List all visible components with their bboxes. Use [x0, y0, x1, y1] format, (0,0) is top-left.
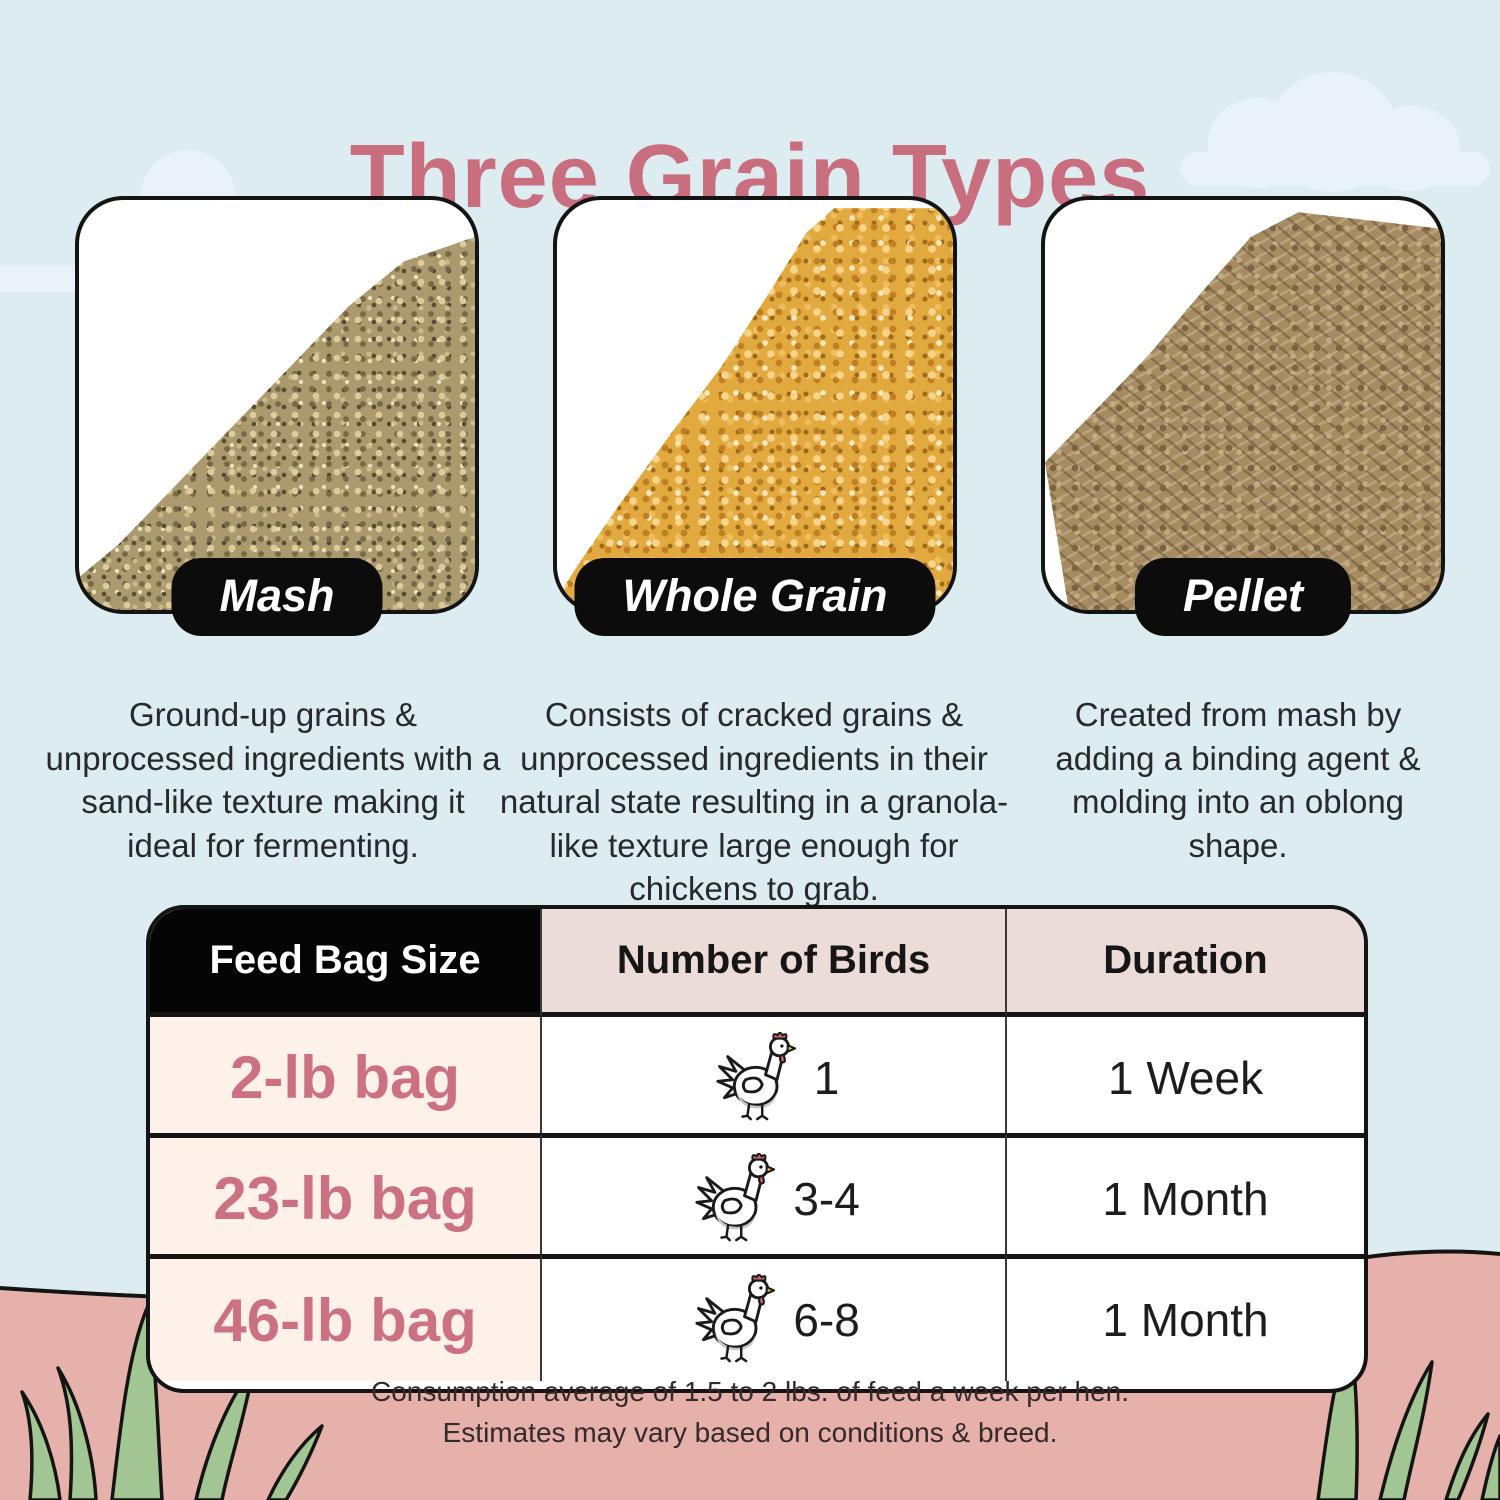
header-feed-bag-size: Feed Bag Size [150, 909, 543, 1017]
footnote-line1: Consumption average of 1.5 to 2 lbs. of … [370, 1376, 1130, 1407]
bird-count: 1 [813, 1051, 840, 1104]
table-row-bag-size: 23-lb bag [150, 1133, 543, 1259]
pellet-texture [1045, 212, 1441, 610]
pellet-label: Pellet [1182, 570, 1304, 621]
table-row-birds: 6-8 [542, 1254, 1008, 1381]
bird-count: 6-8 [793, 1294, 860, 1346]
mash-description: Ground-up grains & unprocessed ingredien… [45, 696, 501, 864]
whole-grain-photo [557, 200, 953, 610]
card-whole-grain: Whole Grain [553, 196, 957, 636]
table-row-birds: 3-4 [542, 1133, 1008, 1259]
table-row-duration: 1 Week [1107, 1051, 1264, 1104]
pellet-photo [1045, 200, 1441, 610]
hen-icon [708, 1032, 800, 1124]
whole-grain-texture [557, 208, 953, 610]
whole-grain-description: Consists of cracked grains & unprocessed… [499, 696, 1009, 908]
table-row-duration: 1 Month [1007, 1133, 1364, 1259]
card-pellet: Pellet [1041, 196, 1445, 636]
footnote: Consumption average of 1.5 to 2 lbs. of … [0, 1372, 1500, 1453]
hen-icon [687, 1153, 779, 1245]
bird-count: 3-4 [793, 1172, 860, 1225]
mash-grain-texture [79, 236, 475, 610]
mash-label-pill: Mash [171, 558, 383, 636]
table-row-birds: 1 [542, 1017, 1008, 1138]
hen-icon [687, 1274, 779, 1366]
whole-grain-label-pill: Whole Grain [574, 558, 936, 636]
footnote-line2: Estimates may vary based on conditions &… [442, 1416, 1058, 1448]
mash-photo [79, 200, 475, 610]
table-row-bag-size: 46-lb bag [150, 1254, 543, 1381]
header-duration: Duration [1007, 909, 1364, 1017]
whole-grain-label: Whole Grain [622, 570, 888, 621]
pellet-label-pill: Pellet [1134, 558, 1352, 636]
pellet-description: Created from mash by adding a binding ag… [1055, 696, 1421, 864]
mash-label: Mash [219, 570, 335, 621]
feed-table: Feed Bag Size Number of Birds Duration 2… [146, 905, 1368, 1393]
header-number-of-birds: Number of Birds [542, 909, 1008, 1017]
card-mash: Mash [75, 196, 479, 636]
table-row-bag-size: 2-lb bag [150, 1017, 543, 1138]
table-row-duration: 1 Month [1007, 1254, 1364, 1381]
cloud-base-icon [1180, 152, 1490, 186]
